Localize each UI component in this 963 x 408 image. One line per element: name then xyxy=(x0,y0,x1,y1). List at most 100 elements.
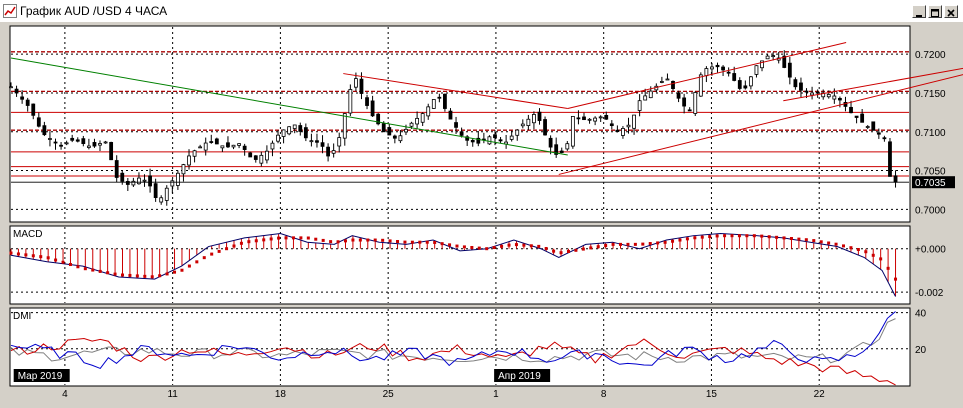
signal-dot xyxy=(671,239,675,243)
price-series xyxy=(9,42,963,206)
signal-dot xyxy=(737,234,741,238)
signal-dot xyxy=(492,246,496,250)
candle-body xyxy=(443,93,447,109)
signal-dot xyxy=(54,258,58,262)
signal-dot xyxy=(723,234,727,238)
candle-body xyxy=(665,78,670,81)
candle-body xyxy=(164,187,169,201)
candle-body xyxy=(888,141,892,177)
candle-body xyxy=(303,127,308,139)
signal-dot xyxy=(180,268,184,272)
signal-dot xyxy=(410,240,414,244)
signal-dot xyxy=(782,236,786,240)
candle-body xyxy=(760,60,764,69)
candle-body xyxy=(153,183,158,198)
candle-body xyxy=(209,141,214,143)
signal-dot xyxy=(425,240,429,244)
candle-body xyxy=(876,132,881,135)
candle-body xyxy=(671,80,675,90)
minus-di-line xyxy=(10,338,896,386)
candle-body xyxy=(320,142,325,147)
adx-line xyxy=(10,318,896,364)
candle-body xyxy=(532,114,536,124)
candle-body xyxy=(826,94,831,98)
chart-window-icon xyxy=(3,4,17,18)
candle-body xyxy=(765,55,770,60)
current-price-label: 0.7035 xyxy=(915,178,946,189)
signal-dot xyxy=(269,237,273,241)
signal-dot xyxy=(113,272,117,276)
x-tick-label: 22 xyxy=(814,389,826,400)
candle-body xyxy=(565,143,570,150)
signal-dot xyxy=(343,239,347,243)
signal-dot xyxy=(700,235,704,239)
candle-body xyxy=(415,117,420,125)
candle-body xyxy=(253,155,258,160)
signal-dot xyxy=(24,253,28,257)
candle-body xyxy=(715,64,720,68)
candle-body xyxy=(159,197,164,203)
candle-body xyxy=(376,113,381,125)
candle-body xyxy=(682,97,687,107)
candle-body xyxy=(832,95,837,100)
price-tick-label: 0.7200 xyxy=(915,50,946,61)
signal-dot xyxy=(581,247,585,251)
candle-body xyxy=(893,175,898,183)
minimize-button[interactable] xyxy=(912,5,926,18)
signal-dot xyxy=(656,241,660,245)
candle-body xyxy=(392,135,397,139)
close-button[interactable] xyxy=(944,5,958,18)
x-tick-label: 15 xyxy=(706,389,718,400)
x-tick-label: 1 xyxy=(493,389,499,400)
candle-body xyxy=(398,135,403,142)
signal-dot xyxy=(589,246,593,250)
candle-body xyxy=(609,123,614,127)
signal-dot xyxy=(31,254,35,258)
candle-body xyxy=(175,172,180,186)
candle-body xyxy=(125,181,130,185)
candle-body xyxy=(787,62,792,78)
signal-dot xyxy=(76,265,80,269)
signal-dot xyxy=(61,260,65,264)
candle-body xyxy=(837,97,842,101)
macd-series xyxy=(9,233,898,297)
candle-body xyxy=(59,144,63,147)
candle-body xyxy=(387,127,392,136)
candle-body xyxy=(648,90,653,99)
candle-body xyxy=(75,139,80,142)
candle-body xyxy=(793,79,798,88)
maximize-button[interactable] xyxy=(928,5,942,18)
candle-body xyxy=(331,150,336,154)
candle-body xyxy=(815,91,820,94)
signal-dot xyxy=(514,243,518,247)
signal-dot xyxy=(418,240,422,244)
signal-dot xyxy=(396,240,400,244)
signal-dot xyxy=(745,234,749,238)
candle-body xyxy=(598,116,603,119)
signal-dot xyxy=(715,234,719,238)
signal-dot xyxy=(812,239,816,243)
candle-body xyxy=(81,138,86,145)
candle-body xyxy=(298,125,303,132)
signal-dot xyxy=(462,245,466,249)
candle-body xyxy=(48,138,52,140)
candle-body xyxy=(409,122,414,127)
signal-dot xyxy=(306,236,310,240)
candle-body xyxy=(265,150,269,161)
candle-body xyxy=(354,78,358,88)
signal-dot xyxy=(373,238,377,242)
x-tick-label: 11 xyxy=(167,389,178,400)
signal-dot xyxy=(225,247,229,251)
signal-dot xyxy=(775,235,779,239)
signal-dot xyxy=(500,244,504,248)
signal-dot xyxy=(291,236,295,240)
signal-dot xyxy=(871,253,875,257)
signal-dot xyxy=(403,240,407,244)
signal-dot xyxy=(98,269,102,273)
candle-body xyxy=(520,123,525,127)
chart-area: 0.7200 0.7150 0.7100 0.7050 0.7000 0.7035 +0.0… xyxy=(0,22,963,408)
signal-dot xyxy=(730,234,734,238)
candle-body xyxy=(64,142,69,145)
window-title: График AUD /USD 4 ЧАСА xyxy=(20,4,168,18)
candle-body xyxy=(42,125,47,136)
